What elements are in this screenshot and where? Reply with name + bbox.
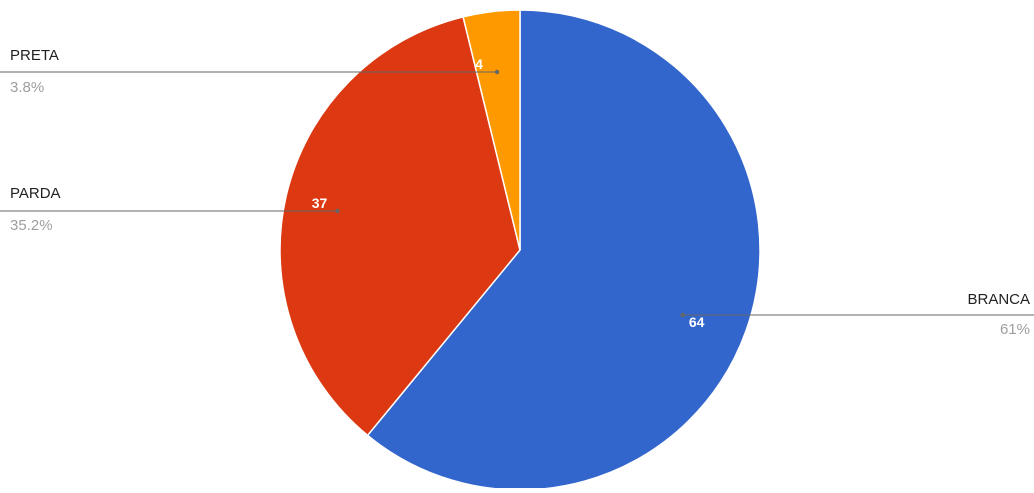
slice-value-branca: 64 bbox=[689, 314, 705, 330]
slice-values-layer: 64 37 4 bbox=[312, 56, 705, 330]
callout-percent-preta: 3.8% bbox=[10, 79, 44, 96]
pie-slice-parda[interactable] bbox=[279, 15, 521, 437]
callout-percent-branca: 61% bbox=[1000, 321, 1030, 338]
callouts-layer: BRANCA 61% PARDA 35.2% PRETA 3.8% bbox=[10, 47, 1030, 338]
slice-value-preta: 4 bbox=[475, 56, 483, 72]
pie-slice-preta[interactable] bbox=[462, 9, 521, 251]
leader-lines-layer bbox=[0, 69, 1034, 318]
leader-dot-branca bbox=[680, 312, 685, 318]
callout-label-preta: PRETA bbox=[10, 47, 59, 64]
slice-value-parda: 37 bbox=[312, 195, 328, 211]
slices-layer bbox=[279, 9, 761, 491]
callout-label-branca: BRANCA bbox=[967, 291, 1030, 308]
callout-label-parda: PARDA bbox=[10, 185, 61, 202]
callout-percent-parda: 35.2% bbox=[10, 217, 53, 234]
leader-dot-preta bbox=[494, 69, 500, 75]
leader-dot-parda bbox=[335, 208, 340, 214]
